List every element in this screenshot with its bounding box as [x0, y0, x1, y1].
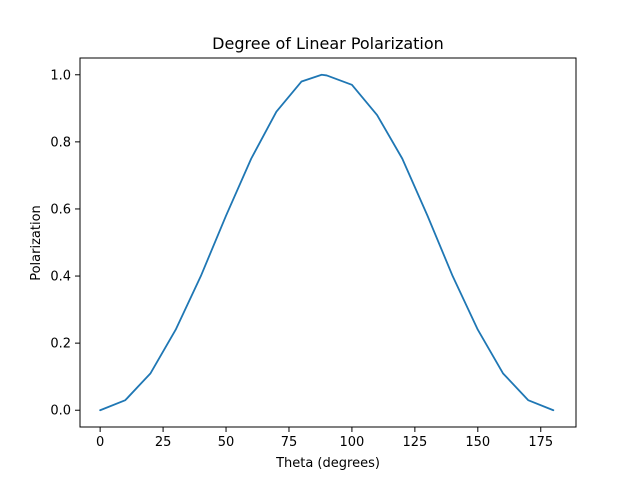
series-line	[99, 73, 555, 412]
x-axis-label: Theta (degrees)	[275, 456, 380, 471]
x-tick-label: 150	[465, 435, 490, 450]
x-tick-label: 125	[402, 435, 427, 450]
x-tick-label: 0	[96, 435, 104, 450]
x-tick-label: 100	[340, 435, 365, 450]
x-axis-ticks: 0 25 50 75 100 125 150 175	[96, 427, 553, 450]
y-tick-label: 0.6	[50, 202, 71, 217]
x-tick-label: 175	[528, 435, 553, 450]
plot-area	[80, 58, 576, 427]
series-layer	[99, 73, 555, 412]
plot-frame	[79, 57, 577, 428]
x-tick-label: 75	[281, 435, 298, 450]
y-tick-label: 1.0	[50, 68, 71, 83]
y-tick-label: 0.4	[50, 270, 71, 285]
y-axis-ticks: 0.0 0.2 0.4 0.6 0.8 1.0	[50, 68, 80, 419]
y-tick-label: 0.8	[50, 135, 71, 150]
y-tick-label: 0.0	[50, 404, 71, 419]
x-tick-label: 50	[218, 435, 235, 450]
y-tick-label: 0.2	[50, 337, 71, 352]
chart-title: Degree of Linear Polarization	[212, 34, 444, 53]
y-axis-label: Polarization	[29, 205, 44, 281]
x-tick-label: 25	[155, 435, 172, 450]
